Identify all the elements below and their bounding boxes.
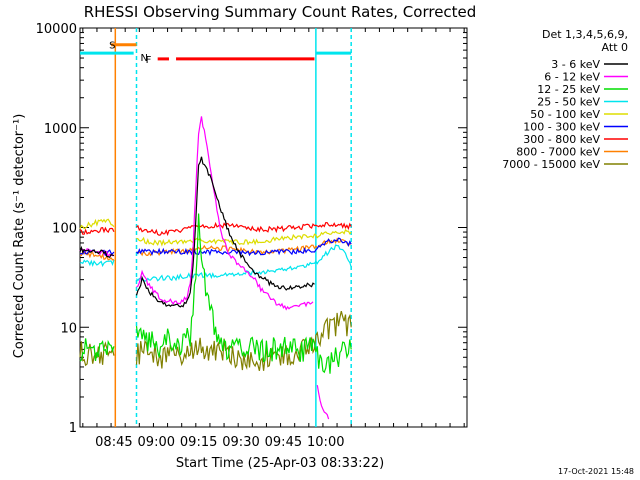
- y-tick-label: 1000: [44, 122, 77, 137]
- series-line: [136, 237, 352, 257]
- series-line: [79, 259, 115, 268]
- y-tick-label: 100: [52, 222, 77, 237]
- x-axis: 08:45 09:00 09:15 09:30 09:45 10:00: [82, 28, 465, 450]
- legend-label: 3 - 6 keV: [551, 58, 600, 71]
- y-axis: 1 10 100 1000 10000: [36, 22, 467, 436]
- series-line: [136, 228, 352, 247]
- y-tick-label: 1: [69, 421, 77, 436]
- series-line: [79, 226, 115, 235]
- status-flags: S NF: [80, 41, 352, 66]
- vertical-markers: [114, 28, 352, 427]
- series-line: [79, 218, 115, 230]
- legend-label: 100 - 300 keV: [523, 121, 600, 134]
- x-tick-label: 09:30: [222, 435, 259, 450]
- legend-header-line-2: Att 0: [602, 41, 628, 54]
- series-line: [135, 213, 352, 374]
- flag-label-n: N: [140, 53, 147, 64]
- series-line: [136, 116, 314, 311]
- y-axis-label: Corrected Count Rate (s⁻¹ detector⁻¹): [12, 114, 27, 359]
- series-line: [79, 338, 115, 362]
- x-tick-label: 10:00: [307, 435, 344, 450]
- series-line: [136, 244, 352, 282]
- legend-label: 25 - 50 keV: [537, 96, 600, 109]
- legend-label: 7000 - 15000 keV: [502, 158, 600, 171]
- generation-timestamp: 17-Oct-2021 15:48: [558, 467, 634, 476]
- series-line: [135, 156, 315, 308]
- x-tick-label: 09:45: [265, 435, 302, 450]
- legend-label: 6 - 12 keV: [544, 71, 600, 84]
- series-line: [316, 384, 330, 420]
- chart-title: RHESSI Observing Summary Count Rates, Co…: [84, 3, 477, 21]
- legend-label: 800 - 7000 keV: [516, 146, 600, 159]
- x-tick-label: 09:00: [138, 435, 175, 450]
- legend-label: 12 - 25 keV: [537, 83, 600, 96]
- flag-label-f: F: [146, 55, 152, 66]
- series-line: [136, 221, 352, 237]
- flag-label-s: S: [109, 41, 115, 52]
- legend-label: 300 - 800 keV: [523, 133, 600, 146]
- series-line: [79, 341, 115, 367]
- x-axis-label: Start Time (25-Apr-03 08:33:22): [176, 456, 384, 471]
- series-line: [79, 245, 115, 259]
- legend-header-line-1: Det 1,3,4,5,6,9,: [542, 28, 628, 41]
- series-layer: [79, 116, 352, 420]
- x-tick-label: 09:15: [180, 435, 217, 450]
- x-tick-label: 08:45: [95, 435, 132, 450]
- y-tick-label: 10: [60, 321, 77, 336]
- y-tick-label: 10000: [36, 22, 77, 37]
- series-line: [136, 237, 352, 257]
- legend-label: 50 - 100 keV: [530, 108, 600, 121]
